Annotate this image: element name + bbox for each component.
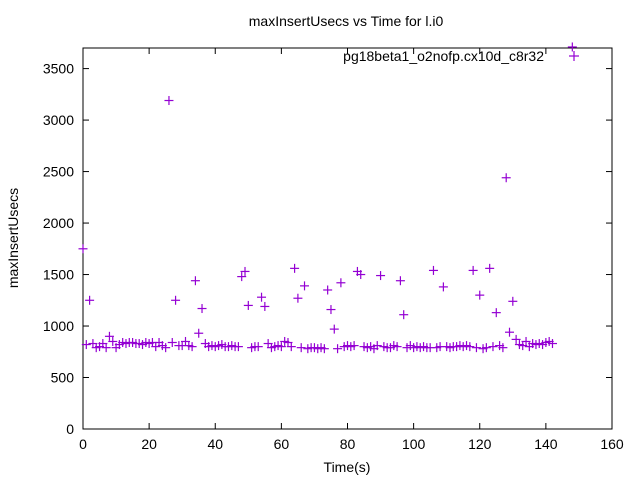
y-tick-label: 500 — [51, 370, 75, 386]
y-tick-label: 3000 — [43, 112, 74, 128]
data-point — [167, 338, 177, 348]
data-point — [336, 278, 346, 288]
data-point — [428, 265, 438, 275]
data-point — [475, 290, 485, 300]
data-point — [395, 276, 405, 286]
data-point — [356, 270, 366, 280]
data-point — [257, 292, 267, 302]
data-point — [190, 276, 200, 286]
data-point — [286, 342, 296, 352]
x-tick-label: 120 — [468, 436, 492, 452]
data-point — [293, 293, 303, 303]
x-tick-label: 100 — [402, 436, 426, 452]
data-point — [376, 271, 386, 281]
x-tick-label: 140 — [534, 436, 558, 452]
data-point — [323, 285, 333, 295]
y-tick-label: 2000 — [43, 215, 74, 231]
data-point — [300, 281, 310, 291]
data-point — [567, 42, 577, 52]
data-point — [392, 342, 402, 352]
data-point — [481, 343, 491, 353]
data-point — [276, 342, 286, 352]
data-point — [290, 263, 300, 273]
data-point — [319, 344, 329, 354]
data-point — [81, 340, 91, 350]
data-point — [488, 342, 498, 352]
data-point — [468, 265, 478, 275]
x-tick-label: 60 — [274, 436, 290, 452]
y-tick-label: 0 — [66, 421, 74, 437]
data-point — [485, 263, 495, 273]
chart-title: maxInsertUsecs vs Time for l.i0 — [249, 13, 444, 29]
data-point — [372, 341, 382, 351]
x-tick-label: 20 — [141, 436, 157, 452]
data-point — [243, 300, 253, 310]
data-point — [399, 310, 409, 320]
data-point — [187, 342, 197, 352]
data-point — [329, 324, 339, 334]
plot-frame — [82, 47, 613, 430]
data-point — [161, 343, 171, 353]
x-tick-label: 40 — [207, 436, 223, 452]
data-point — [547, 339, 557, 349]
y-tick-label: 1000 — [43, 318, 74, 334]
x-tick-label: 0 — [79, 436, 87, 452]
data-point — [471, 343, 481, 353]
x-axis-label: Time(s) — [324, 459, 371, 475]
data-point — [240, 266, 250, 276]
data-point — [349, 341, 359, 351]
data-point — [465, 342, 475, 352]
data-point — [498, 343, 508, 353]
data-point — [233, 342, 243, 352]
data-point — [505, 327, 515, 337]
data-point — [194, 328, 204, 338]
y-tick-label: 2500 — [43, 164, 74, 180]
data-point — [296, 343, 306, 353]
y-tick-label: 1500 — [43, 267, 74, 283]
x-tick-label: 160 — [600, 436, 624, 452]
data-point — [326, 305, 336, 315]
data-point — [501, 173, 511, 183]
legend-marker — [569, 51, 579, 61]
data-point — [521, 336, 531, 346]
legend-label: pg18beta1_o2nofp.cx10d_c8r32 — [343, 48, 544, 64]
data-point — [78, 244, 88, 254]
data-point — [237, 272, 247, 282]
x-tick-label: 80 — [340, 436, 356, 452]
data-point — [197, 304, 207, 314]
data-point — [164, 96, 174, 106]
data-point — [260, 301, 270, 311]
y-axis-label: maxInsertUsecs — [5, 188, 21, 288]
data-point — [333, 344, 343, 354]
data-point — [438, 282, 448, 292]
data-point — [253, 342, 263, 352]
data-point — [508, 296, 518, 306]
data-point — [104, 331, 114, 341]
data-point — [491, 308, 501, 318]
y-tick-label: 3500 — [43, 61, 74, 77]
data-point — [85, 295, 95, 305]
data-point — [108, 336, 118, 346]
data-point — [511, 334, 521, 344]
data-point — [171, 295, 181, 305]
data-point — [101, 343, 111, 353]
